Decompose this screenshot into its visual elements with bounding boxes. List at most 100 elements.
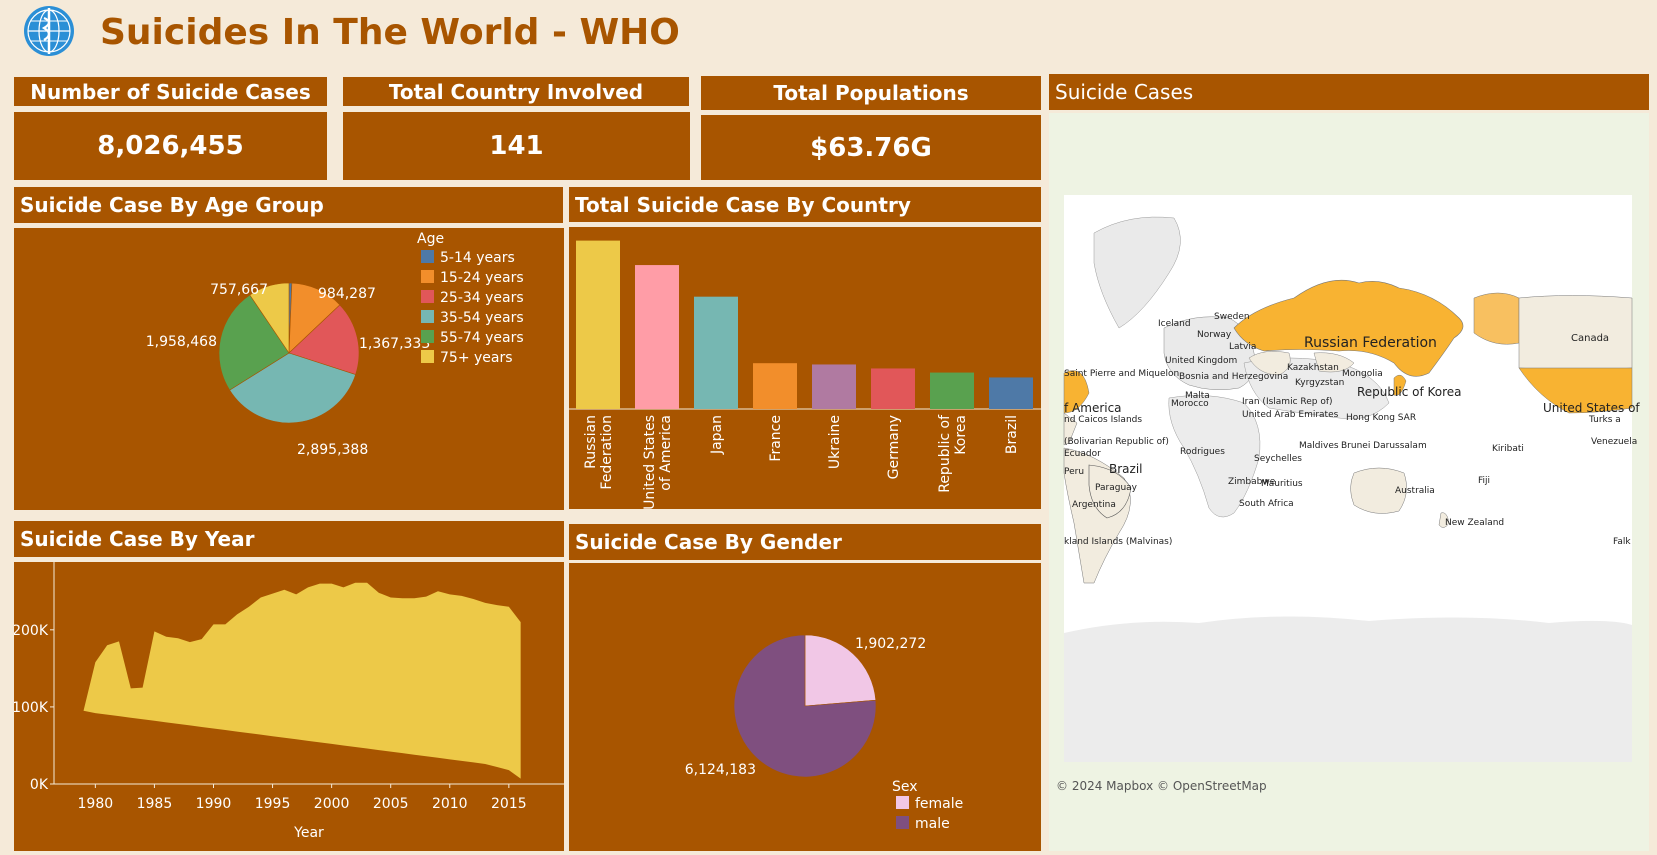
kpi-population-label: Total Populations	[701, 76, 1041, 110]
world-map[interactable]: Russian Federation Canada United States of…	[1049, 113, 1649, 851]
map-panel[interactable]: Russian Federation Canada United States of…	[1049, 113, 1649, 851]
map-country-label: Australia	[1395, 486, 1435, 496]
map-africa	[1168, 395, 1261, 518]
age-legend-swatch	[421, 330, 434, 343]
year-x-tick-label: 2010	[432, 796, 468, 812]
map-kazakhstan	[1248, 351, 1291, 376]
age-legend-swatch	[421, 270, 434, 283]
country-bar-4[interactable]	[812, 364, 856, 409]
map-country-label: Seychelles	[1254, 454, 1302, 464]
year-area[interactable]	[83, 582, 521, 779]
map-greenland	[1093, 216, 1181, 329]
gender-panel-title: Suicide Case By Gender	[569, 524, 1041, 560]
age-legend-swatch	[421, 310, 434, 323]
age-data-label: 1,367,333	[359, 336, 430, 352]
map-australia	[1350, 467, 1407, 514]
map-country-label: Paraguay	[1095, 483, 1138, 493]
map-usa-west	[1063, 370, 1090, 414]
gender-legend-swatch	[896, 796, 909, 809]
gender-data-label: 1,902,272	[855, 636, 926, 652]
map-country-label: Morocco	[1171, 399, 1209, 409]
age-legend-label: 55-74 years	[440, 330, 524, 346]
country-tick-label: Korea	[953, 415, 969, 455]
map-country-label: Brunei Darussalam	[1341, 441, 1427, 451]
map-usa-east[interactable]	[1518, 367, 1633, 414]
year-x-tick-label: 1990	[196, 796, 232, 812]
kpi-population-value: $63.76G	[701, 115, 1041, 180]
age-data-label: 757,667	[210, 282, 268, 298]
gender-legend-label: male	[915, 816, 950, 832]
map-russia[interactable]	[1233, 279, 1464, 377]
page-title: Suicides In The World - WHO	[100, 12, 680, 53]
gender-data-label: 6,124,183	[685, 762, 756, 778]
year-x-axis-label: Year	[293, 825, 324, 841]
year-x-tick-label: 2015	[491, 796, 527, 812]
age-panel-title: Suicide Case By Age Group	[14, 187, 563, 223]
country-tick-label: Ukraine	[827, 415, 843, 469]
map-country-label: Venezuela	[1591, 437, 1637, 447]
country-bar-7[interactable]	[989, 377, 1033, 409]
age-legend-label: 35-54 years	[440, 310, 524, 326]
map-labels: Russian Federation Canada United States of…	[1064, 312, 1640, 547]
age-slice-75-years[interactable]	[249, 282, 290, 354]
map-country-label: Kazakhstan	[1287, 363, 1339, 373]
age-data-label: 2,895,388	[297, 442, 368, 458]
country-panel-title: Total Suicide Case By Country	[569, 187, 1041, 222]
country-bar-1[interactable]	[635, 265, 679, 409]
country-bar-6[interactable]	[930, 372, 974, 409]
map-country-label: Hong Kong SAR	[1346, 413, 1416, 423]
year-x-tick-label: 1995	[255, 796, 291, 812]
year-y-tick-label: 200K	[14, 623, 49, 639]
map-country-label: Zimbabwe	[1228, 477, 1276, 487]
kpi-cases-value: 8,026,455	[14, 112, 327, 180]
map-attribution: © 2024 Mapbox © OpenStreetMap	[1056, 779, 1267, 793]
year-panel-title: Suicide Case By Year	[14, 521, 564, 557]
map-country-label: Argentina	[1072, 500, 1116, 510]
age-data-label: 984,287	[318, 286, 376, 302]
gender-legend-title: Sex	[892, 779, 918, 795]
map-country-label: Fiji	[1478, 476, 1490, 486]
country-panel: Russian Federation United States of America…	[569, 227, 1041, 510]
map-country-label: Turks a	[1588, 415, 1621, 425]
gender-legend-label: female	[915, 796, 963, 812]
country-tick-label: France	[768, 415, 784, 462]
map-country-label: Mauritius	[1261, 479, 1303, 489]
gender-slice-male[interactable]	[733, 634, 877, 778]
year-x-tick-label: 1980	[78, 796, 114, 812]
map-country-label: Maldives	[1299, 441, 1339, 451]
age-legend-label: 75+ years	[440, 350, 513, 366]
country-tick-label: Germany	[886, 415, 902, 479]
map-country-label: Ecuador	[1064, 449, 1101, 459]
country-bar-2[interactable]	[694, 296, 738, 409]
map-new-zealand	[1438, 512, 1450, 528]
map-country-label: Peru	[1064, 467, 1084, 477]
country-tick-label: Federation	[599, 415, 615, 490]
map-country-label: nd Caicos Islands	[1064, 415, 1142, 425]
country-bar-0[interactable]	[576, 240, 620, 409]
age-data-label: 1,958,468	[146, 334, 217, 350]
map-japan[interactable]	[1393, 374, 1407, 396]
country-tick-label: of America	[658, 415, 674, 491]
gender-slice-female[interactable]	[804, 634, 877, 707]
map-country-label: Kyrgyzstan	[1295, 378, 1344, 388]
age-legend-swatch	[421, 250, 434, 263]
map-country-label: (Bolivarian Republic of)	[1064, 437, 1169, 447]
map-country-label: Iran (Islamic Rep of)	[1242, 397, 1333, 407]
age-legend-title: Age	[417, 231, 444, 247]
map-country-label: Mongolia	[1342, 369, 1383, 379]
age-slice-25-34-years[interactable]	[288, 304, 360, 375]
map-country-label: United States of	[1543, 401, 1640, 415]
map-alaska[interactable]	[1473, 292, 1520, 345]
country-bar-5[interactable]	[871, 368, 915, 409]
country-tick-label: Brazil	[1004, 415, 1020, 454]
country-bar-chart: Russian Federation United States of America…	[569, 240, 1041, 510]
map-country-label: Brazil	[1109, 462, 1143, 476]
age-slice-55-74-years[interactable]	[218, 294, 290, 391]
who-logo	[20, 4, 78, 58]
country-bar-3[interactable]	[753, 363, 797, 409]
age-panel: 984,287 1,367,333 2,895,388 1,958,468 757,66…	[14, 228, 564, 510]
map-country-label: Rodrigues	[1180, 447, 1225, 457]
gender-panel: 1,902,272 6,124,183 Sex female male	[569, 563, 1041, 851]
kpi-countries-value: 141	[343, 112, 690, 180]
